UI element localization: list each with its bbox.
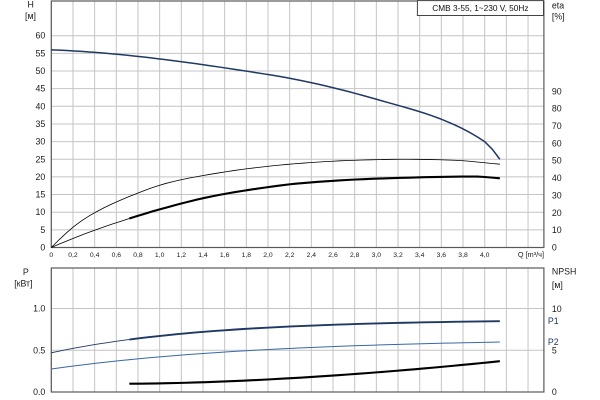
svg-text:0,4: 0,4 [90, 252, 100, 259]
svg-text:90: 90 [552, 86, 562, 96]
svg-text:2,0: 2,0 [263, 252, 273, 259]
svg-text:[%]: [%] [552, 12, 565, 22]
svg-text:H: H [28, 0, 34, 10]
svg-text:0: 0 [552, 387, 557, 397]
svg-text:3,0: 3,0 [372, 252, 382, 259]
svg-text:[м]: [м] [25, 11, 36, 21]
svg-text:10: 10 [552, 304, 562, 314]
svg-text:2,6: 2,6 [328, 252, 338, 259]
svg-text:NPSH: NPSH [552, 267, 576, 277]
svg-text:5: 5 [40, 225, 45, 235]
svg-text:eta: eta [552, 1, 564, 11]
svg-text:70: 70 [552, 121, 562, 131]
svg-text:P1: P1 [548, 316, 559, 326]
svg-text:50: 50 [552, 156, 562, 166]
svg-text:[кВт]: [кВт] [14, 279, 32, 289]
svg-text:50: 50 [36, 66, 46, 76]
svg-text:0,2: 0,2 [68, 252, 78, 259]
svg-text:2,2: 2,2 [285, 252, 295, 259]
svg-text:1.0: 1.0 [33, 304, 45, 314]
svg-text:45: 45 [36, 84, 46, 94]
svg-text:1,4: 1,4 [198, 252, 208, 259]
svg-text:10: 10 [36, 207, 46, 217]
svg-text:4,0: 4,0 [480, 252, 490, 259]
svg-text:P: P [23, 267, 29, 277]
svg-text:30: 30 [552, 190, 562, 200]
svg-text:0.5: 0.5 [33, 345, 45, 355]
svg-text:3,8: 3,8 [458, 252, 468, 259]
svg-text:55: 55 [36, 48, 46, 58]
svg-text:3,4: 3,4 [415, 252, 425, 259]
svg-text:0: 0 [40, 243, 45, 253]
svg-text:2,8: 2,8 [350, 252, 360, 259]
svg-text:CMB 3-55, 1~230 V, 50Hz: CMB 3-55, 1~230 V, 50Hz [432, 3, 528, 13]
svg-text:3,6: 3,6 [437, 252, 447, 259]
svg-text:[м]: [м] [552, 280, 563, 290]
svg-text:0: 0 [49, 252, 53, 259]
svg-text:60: 60 [36, 31, 46, 41]
svg-text:3,2: 3,2 [393, 252, 403, 259]
svg-text:1,0: 1,0 [155, 252, 165, 259]
svg-text:2,4: 2,4 [307, 252, 317, 259]
svg-text:0,6: 0,6 [112, 252, 122, 259]
svg-text:0.0: 0.0 [33, 387, 45, 397]
svg-text:20: 20 [552, 208, 562, 218]
svg-text:40: 40 [552, 173, 562, 183]
svg-text:P2: P2 [548, 337, 559, 347]
svg-text:60: 60 [552, 138, 562, 148]
svg-text:1,8: 1,8 [242, 252, 252, 259]
svg-text:30: 30 [36, 137, 46, 147]
svg-text:35: 35 [36, 119, 46, 129]
svg-text:80: 80 [552, 104, 562, 114]
svg-text:0,8: 0,8 [133, 252, 143, 259]
svg-text:25: 25 [36, 154, 46, 164]
svg-text:0: 0 [552, 243, 557, 253]
svg-text:15: 15 [36, 190, 46, 200]
svg-text:20: 20 [36, 172, 46, 182]
svg-text:10: 10 [552, 225, 562, 235]
svg-text:1,6: 1,6 [220, 252, 230, 259]
svg-text:40: 40 [36, 101, 46, 111]
svg-text:Q [m³/ч]: Q [m³/ч] [518, 250, 544, 259]
svg-text:1,2: 1,2 [177, 252, 187, 259]
